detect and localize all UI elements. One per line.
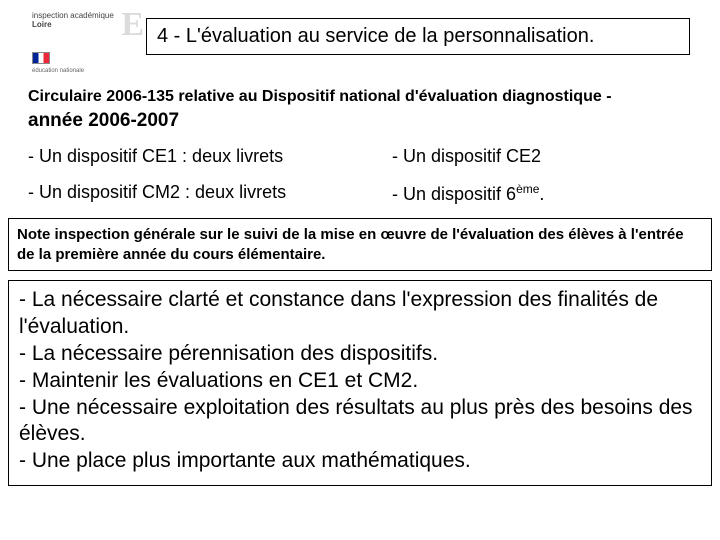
logo-sub: éducation nationale (32, 68, 136, 75)
french-flag-icon (32, 52, 50, 64)
dispositif-ce1: - Un dispositif CE1 : deux livrets (28, 146, 283, 168)
dispositif-cm2: - Un dispositif CM2 : deux livrets (28, 182, 286, 204)
dispositif-6eme: - Un dispositif 6ème. (392, 182, 544, 206)
bullet-5: - Une place plus importante aux mathémat… (19, 448, 701, 475)
slide-title: 4 - L'évaluation au service de la person… (146, 18, 690, 55)
d6-sup: ème (516, 182, 539, 196)
bullet-4: - Une nécessaire exploitation des résult… (19, 395, 701, 449)
dispositif-ce2: - Un dispositif CE2 (392, 146, 541, 168)
d6-pre: - Un dispositif 6 (392, 184, 516, 204)
d6-post: . (539, 184, 544, 204)
circulaire-year: année 2006-2007 (28, 110, 179, 131)
bullet-list: - La nécessaire clarté et constance dans… (8, 280, 712, 486)
logo-e-icon: E (121, 6, 144, 43)
bullet-2: - La nécessaire pérennisation des dispos… (19, 341, 701, 368)
bullet-3: - Maintenir les évaluations en CE1 et CM… (19, 368, 701, 395)
note-inspection: Note inspection générale sur le suivi de… (8, 218, 712, 271)
circulaire-block: Circulaire 2006-135 relative au Disposit… (28, 86, 692, 133)
bullet-1: - La nécessaire clarté et constance dans… (19, 287, 701, 341)
circulaire-text: Circulaire 2006-135 relative au Disposit… (28, 88, 612, 105)
academie-logo: E inspection académique Loire éducation … (32, 12, 136, 75)
